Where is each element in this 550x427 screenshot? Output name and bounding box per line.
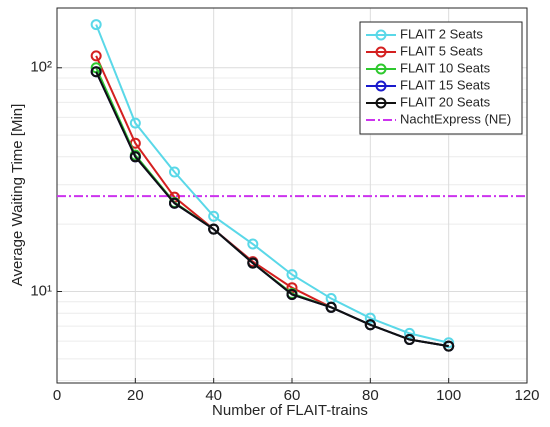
series-line <box>95 24 449 344</box>
marker <box>90 50 102 62</box>
x-tick-label: 40 <box>205 387 222 404</box>
marker <box>364 312 376 324</box>
marker <box>286 269 298 281</box>
marker <box>404 327 415 339</box>
marker <box>90 66 102 78</box>
legend-label: FLAIT 20 Seats <box>400 94 491 109</box>
marker <box>208 210 220 222</box>
y-axis-label: Average Waiting Time [Min] <box>9 104 26 287</box>
marker <box>90 19 102 31</box>
marker <box>247 257 259 269</box>
marker <box>247 238 259 250</box>
x-tick-label: 80 <box>362 387 379 404</box>
legend-marker <box>375 63 387 75</box>
x-tick-label: 100 <box>436 387 461 404</box>
marker <box>286 288 298 300</box>
legend-label: FLAIT 10 Seats <box>400 60 491 75</box>
x-tick-label: 60 <box>284 387 301 404</box>
legend-marker <box>375 97 387 109</box>
x-axis-label: Number of FLAIT-trains <box>212 402 368 419</box>
y-tick-label: 10¹ <box>30 282 52 299</box>
x-tick-label: 120 <box>514 387 539 404</box>
marker <box>443 340 455 352</box>
y-tick-label: 10² <box>30 59 52 76</box>
legend: FLAIT 2 Seats FLAIT 5 Seats FLAIT 10 Seats… <box>359 21 523 135</box>
series-line <box>95 71 449 348</box>
x-tick-label: 0 <box>53 387 61 404</box>
marker <box>325 301 337 313</box>
legend-label: NachtExpress (NE) <box>400 111 511 126</box>
marker <box>169 197 180 209</box>
legend-box <box>359 21 523 135</box>
legend-marker <box>375 29 387 41</box>
legend-label: FLAIT 2 Seats <box>400 26 483 41</box>
legend-label: FLAIT 5 Seats <box>400 43 483 58</box>
marker <box>443 337 455 349</box>
marker <box>208 223 220 235</box>
legend-marker <box>375 80 387 92</box>
legend-marker <box>375 46 387 58</box>
marker <box>364 319 376 331</box>
marker <box>129 117 141 129</box>
legend-label: FLAIT 15 Seats <box>400 77 491 92</box>
marker <box>286 282 298 294</box>
marker <box>169 166 180 178</box>
marker <box>129 151 141 163</box>
marker <box>404 334 415 346</box>
x-tick-label: 20 <box>127 387 144 404</box>
